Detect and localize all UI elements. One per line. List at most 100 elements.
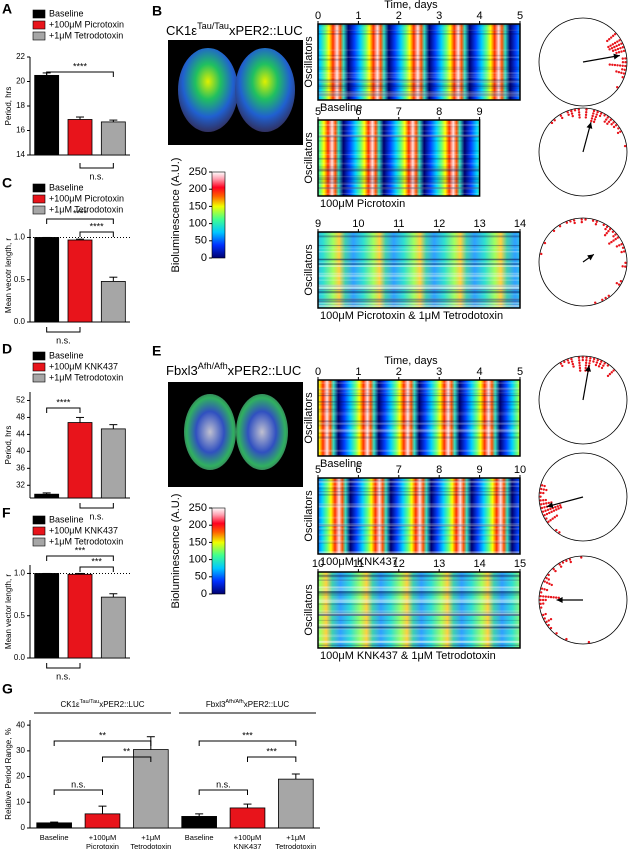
phase-dot — [618, 39, 621, 42]
phase-dot — [573, 109, 577, 112]
bar — [34, 573, 60, 659]
raster-texture — [318, 382, 520, 384]
caption: Baseline — [320, 102, 362, 114]
raster-texture — [318, 524, 520, 527]
phase-dot — [549, 507, 552, 511]
brain-image — [184, 394, 236, 470]
raster-texture — [318, 420, 520, 422]
phase-dot — [613, 32, 617, 36]
phase-dot — [580, 220, 584, 224]
phase-dot — [544, 595, 548, 598]
phase-dot — [570, 360, 574, 363]
y-tick-label: 16 — [16, 126, 25, 135]
phase-dot — [616, 86, 619, 89]
significance-label: *** — [266, 746, 277, 756]
phase-dot — [584, 218, 587, 221]
y-tick-label: 0.5 — [14, 611, 26, 620]
raster-texture — [318, 58, 520, 61]
raster-texture — [318, 72, 520, 74]
raster-texture — [318, 304, 520, 307]
colorbar-tick-label: 200 — [189, 519, 207, 531]
raster-texture — [318, 430, 520, 433]
raster-texture — [318, 68, 520, 71]
phase-dot — [559, 362, 563, 365]
phase-dot — [592, 360, 595, 363]
raster-texture — [318, 303, 520, 307]
raster-texture — [318, 533, 520, 536]
raster-texture — [318, 505, 520, 508]
phase-dot — [620, 243, 623, 246]
x-tick-label: 0 — [315, 366, 321, 378]
raster-texture — [318, 87, 520, 90]
phase-dot — [550, 510, 553, 514]
phase-dot — [604, 296, 607, 300]
y-tick-label: 40 — [16, 446, 25, 455]
raster-plot — [318, 24, 520, 100]
bar — [67, 239, 93, 323]
raster-texture — [318, 528, 520, 530]
raster-texture — [318, 293, 520, 296]
raster-texture — [318, 516, 520, 519]
raster-texture — [318, 593, 520, 596]
phase-dot — [624, 265, 627, 268]
phase-dot — [624, 261, 627, 265]
y-axis-label: Period, hrs — [4, 426, 13, 465]
raster-texture — [318, 485, 520, 487]
x-tick-label: 12 — [433, 218, 445, 230]
raster-texture — [318, 170, 480, 172]
caption: Baseline — [320, 458, 362, 470]
significance-bracket — [46, 327, 81, 333]
phase-dot — [549, 617, 553, 621]
phase-dot — [592, 109, 596, 113]
significance-label: ** — [123, 746, 131, 756]
significance-bracket — [46, 663, 81, 669]
significance-bracket — [79, 566, 114, 572]
panel-letter: E — [152, 343, 161, 359]
title-superscript: Afh/Afh — [225, 699, 243, 705]
raster-texture — [318, 603, 520, 606]
raster-texture — [318, 244, 520, 247]
raster-texture — [318, 168, 480, 171]
raster-texture — [318, 135, 480, 138]
raster-texture — [318, 534, 520, 537]
x-tick-label: 7 — [396, 106, 402, 118]
raster-texture — [318, 505, 520, 507]
phase-dot — [557, 596, 560, 600]
x-tick-label: 8 — [436, 464, 442, 476]
raster-texture — [318, 391, 520, 394]
phase-dot — [552, 509, 556, 512]
raster-texture — [318, 610, 520, 613]
raster-texture — [318, 284, 520, 287]
phase-dot — [608, 372, 612, 376]
phase-dot — [606, 116, 609, 119]
phase-dot — [551, 517, 554, 520]
phase-dot — [545, 576, 548, 580]
x-tick-label: 3 — [436, 366, 442, 378]
phase-dot — [545, 620, 548, 624]
phase-dot — [607, 294, 610, 297]
raster-texture — [318, 291, 520, 294]
phase-dot — [621, 57, 624, 60]
raster-texture — [318, 503, 520, 506]
legend-swatch — [32, 194, 46, 204]
legend-label: Baseline — [49, 350, 84, 360]
phase-dot — [608, 48, 611, 51]
phase-dot — [611, 63, 614, 67]
raster-texture — [318, 541, 520, 544]
phase-dot — [621, 68, 624, 71]
significance-label: n.s. — [216, 779, 231, 789]
phase-dot — [559, 565, 563, 568]
y-axis-label: Oscillators — [303, 392, 315, 444]
raster-texture — [318, 579, 520, 582]
raster-texture — [318, 93, 520, 96]
phase-dot — [592, 120, 596, 124]
colorbar-label: Bioluminescence (A.U.) — [170, 158, 182, 273]
phase-dot — [543, 580, 546, 583]
raster-texture — [318, 600, 520, 602]
raster-texture — [318, 408, 520, 410]
phase-dot — [545, 517, 548, 520]
raster-texture — [318, 94, 520, 97]
phase-dot — [591, 114, 594, 118]
raster-texture — [318, 79, 520, 82]
